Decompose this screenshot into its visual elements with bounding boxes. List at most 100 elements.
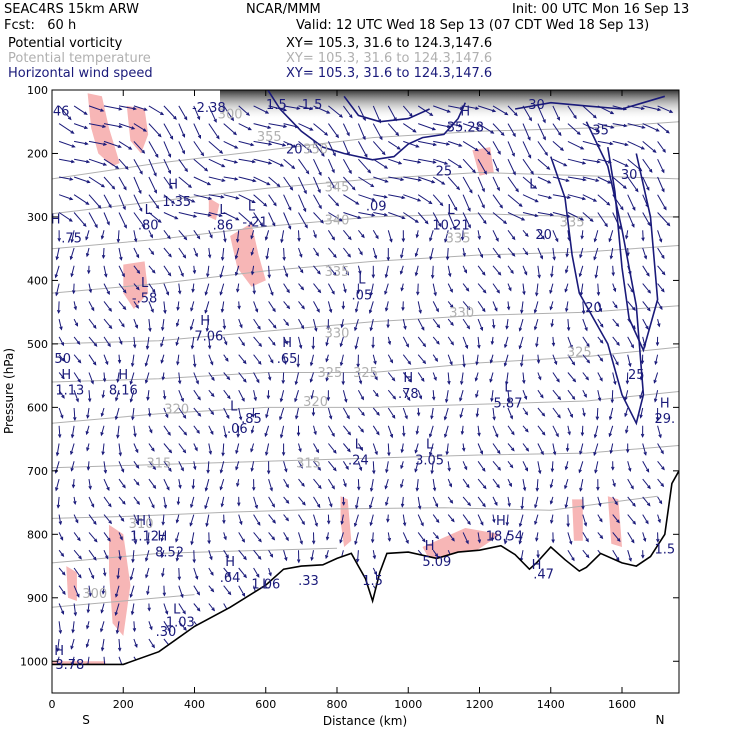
wind-vector xyxy=(567,158,587,165)
wind-vector xyxy=(297,230,301,242)
wind-vector-shaft xyxy=(208,389,215,397)
wind-vector-head xyxy=(367,169,372,174)
wind-vector xyxy=(133,496,141,506)
wind-vector-shaft xyxy=(519,336,524,349)
wind-vector xyxy=(386,514,390,523)
wind-vector-shaft xyxy=(444,425,449,438)
wind-vector-head xyxy=(599,377,603,382)
wind-vector-head xyxy=(254,308,259,313)
pv-region-12 xyxy=(607,496,622,547)
wind-vector-shaft xyxy=(610,247,614,259)
wind-vector-shaft xyxy=(444,407,449,420)
wind-vector xyxy=(627,212,635,228)
wind-vector xyxy=(503,354,509,367)
wind-vector-shaft xyxy=(145,354,150,366)
wind-vector-shaft xyxy=(178,212,197,218)
wind-vector-head xyxy=(60,414,64,419)
wind-vector xyxy=(86,407,90,419)
wind-vector xyxy=(58,140,76,148)
wind-vector-shaft xyxy=(642,514,649,524)
wind-vector-shaft xyxy=(313,460,321,471)
wind-vector-shaft xyxy=(145,567,150,578)
wind-vector-head xyxy=(565,178,570,182)
wind-vector xyxy=(357,123,366,141)
wind-vector-head xyxy=(114,416,119,421)
wind-vector xyxy=(176,301,180,312)
wind-vector-head xyxy=(123,224,127,229)
wind-vector-head xyxy=(142,128,148,132)
wind-vector-head xyxy=(292,144,297,148)
wind-vector xyxy=(564,478,569,490)
wind-vector-shaft xyxy=(387,123,399,136)
wind-vector-head xyxy=(537,274,541,279)
wind-vector-head xyxy=(549,289,553,295)
wind-vector xyxy=(597,194,611,206)
wind-vector-shaft xyxy=(429,443,434,456)
wind-vector-shaft xyxy=(103,478,110,491)
wind-vector xyxy=(238,194,256,203)
wind-vector xyxy=(133,638,138,648)
wind-vector-head xyxy=(495,237,499,242)
wind-vector-head xyxy=(658,238,663,243)
wind-vector-shaft xyxy=(567,123,581,135)
wind-vector xyxy=(325,354,329,363)
wind-vector xyxy=(118,265,125,278)
wind-vector-head xyxy=(535,537,539,542)
wind-vector-head xyxy=(418,395,423,400)
wind-vector-shaft xyxy=(445,390,449,403)
wind-vector xyxy=(522,247,529,256)
wind-vector-shaft xyxy=(402,425,405,436)
wind-vector-shaft xyxy=(133,318,138,328)
wind-vector-shaft xyxy=(387,443,390,456)
wind-vector-shaft xyxy=(118,247,122,260)
wind-vector-shaft xyxy=(522,372,525,384)
wind-vector-head xyxy=(282,256,286,262)
wind-vector xyxy=(207,336,212,350)
wind-vector xyxy=(492,425,499,438)
wind-vector-head xyxy=(313,431,317,436)
wind-vector-head xyxy=(269,487,273,492)
wind-vector-shaft xyxy=(462,301,471,310)
wind-vector-head xyxy=(191,485,196,490)
wind-vector-shaft xyxy=(178,407,187,419)
wind-vector xyxy=(657,141,666,153)
wind-vector xyxy=(131,407,135,421)
wind-vector-head xyxy=(648,169,653,173)
wind-vector-head xyxy=(134,643,138,648)
wind-vector-shaft xyxy=(235,461,240,470)
wind-vector xyxy=(88,585,92,597)
wind-vector-shaft xyxy=(178,585,184,598)
wind-vector xyxy=(357,372,363,385)
wind-vector-shaft xyxy=(193,105,200,120)
wind-vector-head xyxy=(151,289,156,294)
wind-vector-head xyxy=(132,628,137,633)
wind-vector-head xyxy=(448,483,452,488)
wind-vector xyxy=(357,443,364,452)
wind-vector xyxy=(87,265,91,275)
wind-vector xyxy=(400,283,404,292)
wind-vector xyxy=(342,478,347,488)
wind-vector-shaft xyxy=(372,425,380,435)
wind-vector xyxy=(444,230,449,243)
wind-vector xyxy=(85,247,90,258)
wind-vector-head xyxy=(243,556,247,561)
wind-vector xyxy=(417,194,433,205)
wind-vector-head xyxy=(167,170,171,175)
wind-vector-head xyxy=(168,449,173,454)
wind-vector-shaft xyxy=(342,123,350,136)
wind-vector-shaft xyxy=(417,354,426,364)
wind-vector-head xyxy=(371,274,376,279)
wind-vector-head xyxy=(252,178,257,183)
wind-vector-head xyxy=(100,609,104,614)
wind-vector-shaft xyxy=(642,478,651,489)
wind-vector-shaft xyxy=(357,389,364,400)
wind-vector-shaft xyxy=(597,283,600,296)
wind-vector-head xyxy=(101,183,106,188)
wind-vector-head xyxy=(180,398,184,403)
wind-vector-head xyxy=(556,116,560,121)
wind-vector-head xyxy=(589,218,594,222)
wind-vector-shaft xyxy=(193,265,196,274)
wind-vector-head xyxy=(628,557,632,562)
wind-vector-shaft xyxy=(582,354,590,363)
wind-vector xyxy=(627,318,636,330)
